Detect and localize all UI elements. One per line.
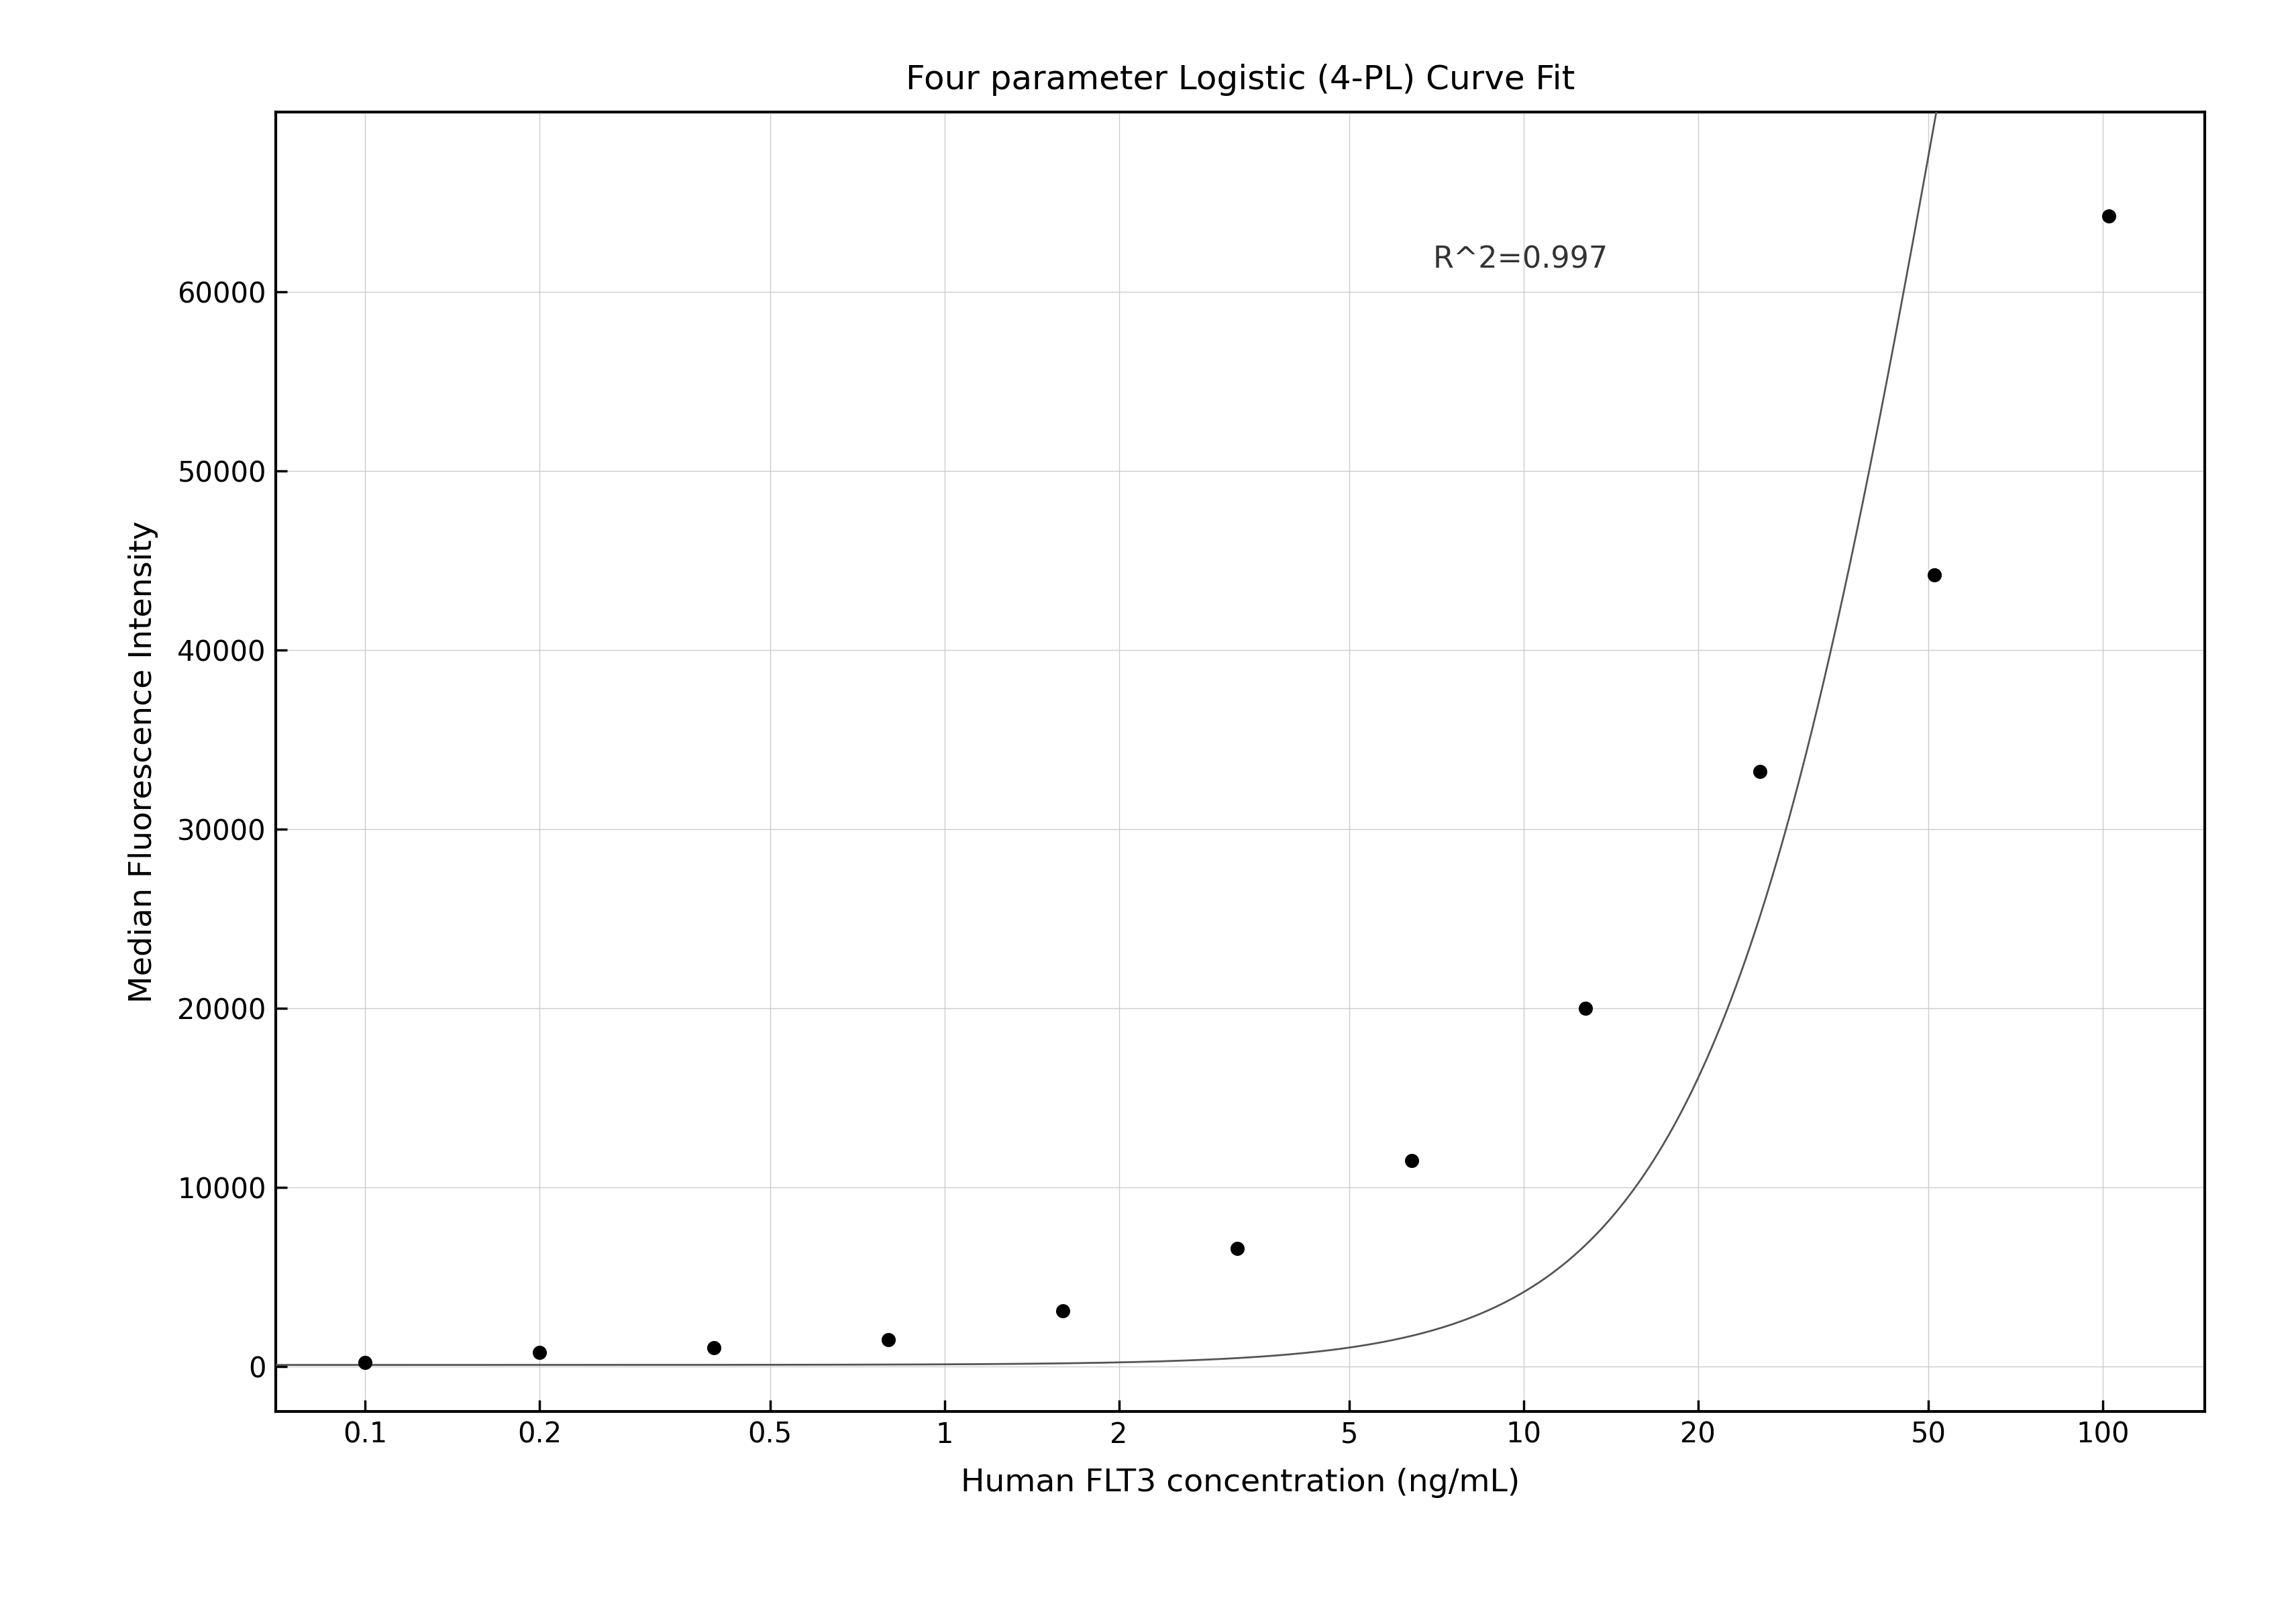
Point [521, 1339, 558, 1365]
Point [1219, 1235, 1256, 1261]
Y-axis label: Median Fluorescence Intensity: Median Fluorescence Intensity [129, 521, 158, 1002]
Point [2089, 204, 2126, 229]
Point [1394, 1148, 1430, 1174]
Point [347, 1349, 383, 1375]
Point [1566, 996, 1603, 1022]
Point [696, 1335, 732, 1360]
Point [1045, 1298, 1081, 1323]
Point [870, 1327, 907, 1352]
Title: Four parameter Logistic (4-PL) Curve Fit: Four parameter Logistic (4-PL) Curve Fit [905, 64, 1575, 96]
X-axis label: Human FLT3 concentration (ng/mL): Human FLT3 concentration (ng/mL) [960, 1468, 1520, 1498]
Point [1915, 561, 1952, 587]
Text: R^2=0.997: R^2=0.997 [1433, 245, 1607, 274]
Point [1740, 759, 1777, 784]
